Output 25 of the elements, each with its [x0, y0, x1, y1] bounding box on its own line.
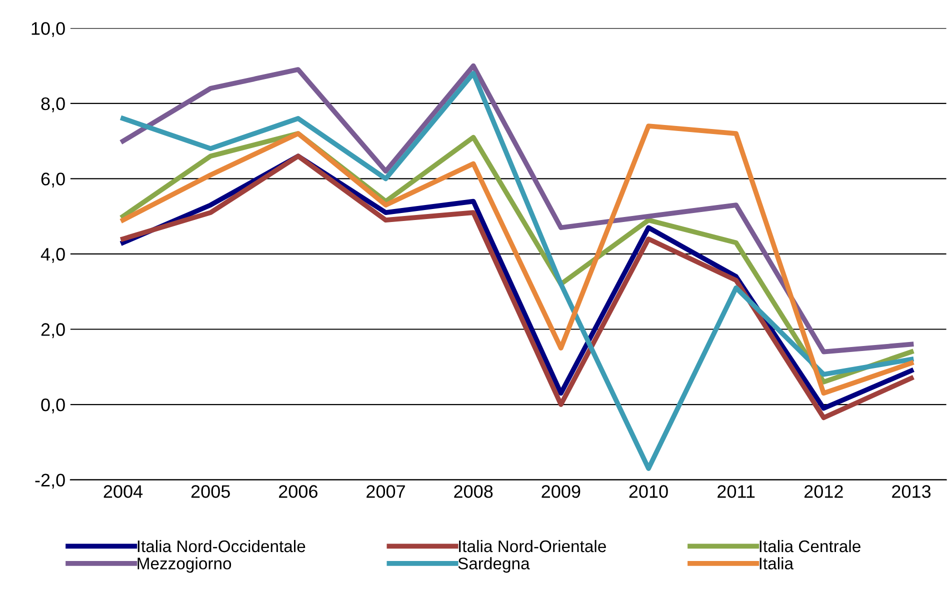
- x-tick-label: 2011: [718, 485, 755, 498]
- legend-label: Italia: [760, 557, 794, 570]
- line-series: [120, 70, 914, 471]
- line-series: [120, 63, 914, 354]
- y-tick-label: 0,0: [41, 398, 65, 414]
- legend-label: Italia Centrale: [760, 540, 860, 552]
- y-tick-label: 2,0: [41, 323, 65, 338]
- x-tick-label: 2005: [191, 485, 230, 498]
- y-tick-label: -2,0: [35, 474, 65, 489]
- legend-label: Italia Nord-Occidentale: [138, 540, 306, 552]
- legend-label: Sardegna: [458, 557, 530, 573]
- y-tick-label: 8,0: [41, 97, 65, 112]
- x-tick-label: 2012: [804, 485, 843, 498]
- legend-label: Italia Nord-Orientale: [459, 540, 606, 552]
- y-tick-label: 6,0: [41, 172, 65, 188]
- x-tick-label: 2007: [366, 485, 405, 498]
- x-tick-label: 2009: [542, 485, 580, 498]
- y-tick-label: 10,0: [32, 22, 65, 38]
- y-tick-label: 4,0: [40, 248, 65, 263]
- x-tick-label: 2004: [104, 485, 143, 498]
- x-tick-label: 2013: [892, 485, 931, 498]
- x-tick-label: 2010: [629, 485, 668, 498]
- legend-label: Mezzogiorno: [138, 557, 232, 573]
- x-tick-label: 2008: [454, 485, 493, 498]
- x-tick-label: 2006: [278, 485, 318, 498]
